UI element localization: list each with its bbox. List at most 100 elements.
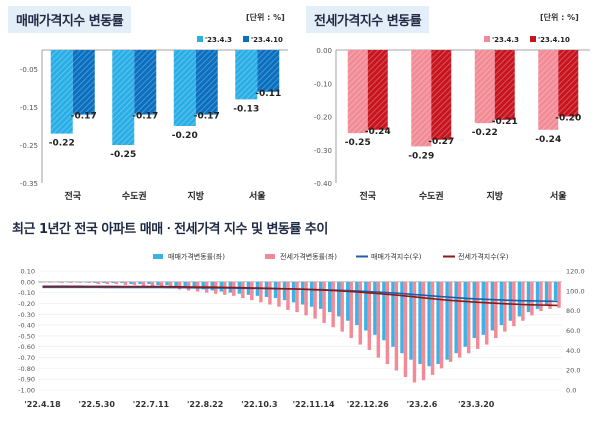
y-tick-label: -0.25 [20,142,38,150]
jeonse-change-bar [114,281,119,284]
sale-change-bar [183,281,187,288]
jeonse-change-bar [548,281,552,309]
x-tick-label: '22.7.11 [133,400,170,409]
bar-curr [257,50,280,92]
data-label: -0.22 [472,128,498,138]
sale-change-bar [364,281,368,331]
sale-change-bar [553,281,558,301]
sale-change-bar [192,281,196,289]
x-tick-label: '22.5.30 [79,400,116,409]
sale-change-bar [300,281,305,305]
x-category-label: 수도권 [419,190,444,202]
jeonse-index-line [42,285,558,307]
y-left-tick-label: -0.60 [18,343,35,351]
data-label: -0.25 [110,150,136,160]
sale-change-bar [174,281,178,287]
jeonse-change-bar [557,281,561,308]
y-tick-label: -0.35 [20,180,38,188]
jeonse-change-bar [457,281,462,358]
data-label: -0.11 [255,89,281,99]
sale-change-bar [454,281,458,354]
x-tick-label: '23.3.20 [458,400,495,409]
sale-change-bar [147,281,151,284]
data-label: -0.29 [408,151,434,161]
sale-change-bar [526,281,531,313]
jeonse-change-bar [313,281,317,319]
sale-change-bar [463,281,467,347]
sale-chart-unit: [단위 : %] [246,13,285,22]
sale-change-bar [120,281,124,283]
y-tick-label: -0.40 [314,180,332,188]
data-label: -0.20 [555,114,581,124]
jeonse-change-bar [367,281,372,350]
y-left-tick-label: -0.80 [18,365,35,373]
bar-prev [50,50,73,134]
jeonse-change-bar [322,281,326,323]
jeonse-chart-unit: [단위 : %] [540,13,579,22]
sale-change-bar [490,281,495,331]
y-left-tick-label: 0.00 [21,278,35,286]
jeonse-change-bar [60,281,64,283]
sale-change-bar [472,281,476,339]
jeonse-change-bar [150,281,155,287]
bar-curr [134,50,157,115]
jeonse-change-bar [475,281,480,349]
sale-change-bar [418,281,422,365]
jeonse-change-bar [376,281,381,358]
y-left-tick-label: -0.90 [18,376,35,384]
sale-change-bar [102,281,106,283]
bar-prev [474,50,495,124]
legend-swatch-1 [484,36,490,42]
sale-change-bar [210,281,214,291]
sale-change-bar [373,281,377,335]
y-right-tick-label: 80.0 [566,307,580,315]
y-tick-label: -0.20 [314,114,332,122]
sale-change-bar [508,281,513,321]
sale-change-bar [517,281,522,317]
sale-chart-title: 매매가격지수 변동률 [8,6,132,33]
bar-curr [367,50,388,130]
x-tick-label: '23.2.6 [407,400,438,409]
sale-change-bar [165,281,169,286]
jeonse-change-bar [268,281,272,305]
data-label: -0.24 [365,127,391,137]
jeonse-change-bar [485,281,489,345]
sale-change-bar [355,281,359,326]
jeonse-change-bar [394,281,399,371]
legend-label: 매매가격지수(우) [371,252,422,261]
y-left-tick-label: -0.30 [18,311,35,319]
jeonse-change-bar [132,281,137,286]
sale-change-bar [436,281,440,365]
y-left-tick-label: -0.70 [18,354,35,362]
jeonse-change-bar [448,281,453,362]
sale-change-bar [273,281,278,299]
jeonse-change-bar [69,281,73,283]
legend-swatch-2 [530,36,536,42]
jeonse-change-bar [87,281,91,283]
y-left-tick-label: 0.10 [21,268,35,276]
jeonse-change-bar [141,281,146,287]
legend-label-1: '23.4.3 [492,36,519,44]
sale-change-bar [138,281,142,284]
x-category-label: 전국 [359,190,376,202]
x-category-label: 서울 [249,190,266,202]
sale-change-bar [75,281,79,283]
legend-label-1: '23.4.3 [205,36,232,44]
x-category-label: 서울 [550,190,567,202]
jeonse-change-bar [340,281,344,332]
sale-change-bar [400,281,404,354]
legend-label-2: '23.4.10 [538,36,570,44]
y-right-tick-label: 40.0 [566,347,580,355]
jeonse-change-bar [241,281,245,299]
sale-change-bar [84,281,88,283]
data-label: -0.17 [71,112,97,122]
jeonse-change-bar [177,281,182,290]
bar-prev [411,50,432,147]
jeonse-change-bar [286,281,290,310]
bar-prev [173,50,196,126]
x-category-label: 수도권 [122,190,147,202]
sale-change-bar [201,281,205,290]
data-label: -0.20 [172,131,198,141]
y-left-tick-label: -0.20 [18,300,35,308]
jeonse-change-bar [403,281,408,378]
